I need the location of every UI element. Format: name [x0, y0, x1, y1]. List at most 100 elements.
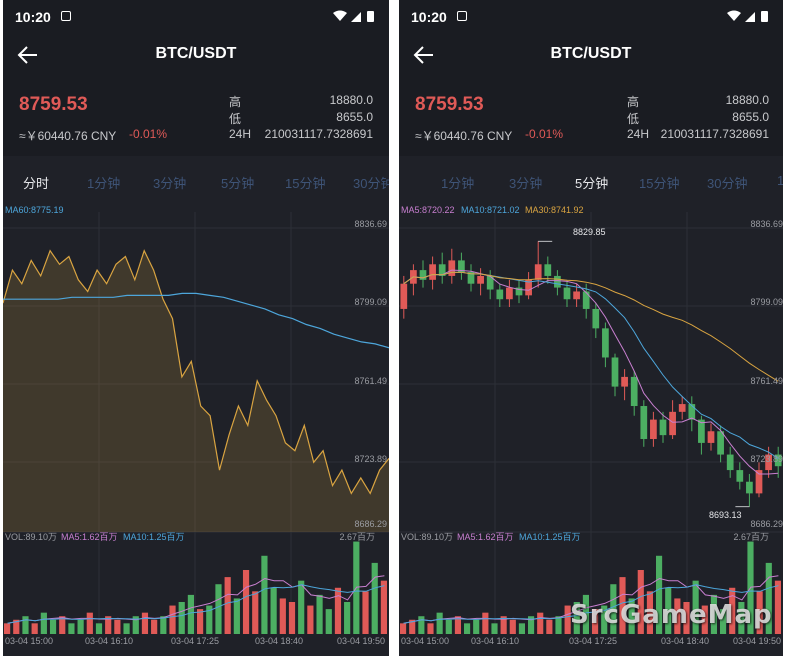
- x-date-label: 03-04 17:25: [569, 636, 618, 646]
- volume-bar: [473, 619, 480, 634]
- volume-bar: [582, 594, 589, 634]
- vol-ma10-line: [403, 584, 779, 624]
- vol-max-label: 2.67百万: [733, 532, 769, 542]
- high-price-marker: 8829.85: [573, 227, 606, 237]
- page-title: BTC/USDT: [155, 45, 237, 62]
- y-tick-label: 8799.09: [750, 297, 783, 307]
- tab-5min[interactable]: 5分钟: [575, 176, 609, 191]
- price-chart-left[interactable]: [3, 202, 389, 656]
- y-tick-label: 8836.69: [354, 219, 387, 229]
- tab-3min[interactable]: 3分钟: [509, 176, 543, 191]
- y-tick-label: 8723.89: [354, 454, 387, 464]
- phone-screen-left: 10:20 BTC/USDT 8759.53 ≈￥60440.76 CNY -0…: [3, 0, 389, 656]
- volume-bar: [344, 602, 351, 634]
- candle-body: [525, 279, 532, 296]
- y-tick-label: 8799.09: [354, 297, 387, 307]
- volume-bar: [464, 623, 471, 634]
- volume-bar: [619, 577, 626, 634]
- watermark-logo: SrcGameMap: [570, 600, 773, 630]
- volume-bar: [573, 602, 580, 634]
- volume-bar: [665, 587, 672, 634]
- candle-body: [419, 270, 427, 280]
- vol-ma10-legend: MA10:1.25百万: [123, 532, 185, 542]
- candle-body: [746, 481, 753, 494]
- candle-body: [544, 264, 552, 276]
- tab-15min[interactable]: 15分钟: [285, 176, 326, 191]
- volume-bar: [160, 616, 167, 634]
- volume-bar: [362, 591, 369, 634]
- price-line: [3, 249, 389, 495]
- volume-bar: [454, 616, 461, 634]
- y-tick-label: 8761.49: [750, 376, 783, 386]
- tab-1min[interactable]: 1分钟: [441, 176, 475, 191]
- back-arrow-icon[interactable]: [17, 44, 39, 66]
- vol-max-label: 2.67百万: [339, 532, 375, 542]
- volume-bar: [692, 580, 699, 634]
- x-date-label: 03-04 16:10: [471, 636, 520, 646]
- volume-bar: [555, 616, 562, 634]
- candle-body: [458, 260, 465, 273]
- volume-bar: [371, 562, 378, 634]
- volume-bar: [252, 591, 259, 634]
- status-time: 10:20: [411, 9, 447, 25]
- y-tick-label: 8761.49: [354, 376, 387, 386]
- volume-bar: [13, 619, 20, 634]
- candlestick-chart-right[interactable]: [399, 202, 783, 656]
- low-value: 8655.0: [336, 110, 373, 124]
- high-value: 18880.0: [725, 93, 769, 107]
- x-date-label: 03-04 19:50: [337, 636, 386, 646]
- candle-body: [678, 404, 686, 412]
- y-tick-label: 8836.69: [750, 219, 783, 229]
- volume-bar: [169, 605, 176, 634]
- vol24-label: 24H: [627, 127, 650, 141]
- back-arrow-icon[interactable]: [413, 44, 435, 66]
- volume-bar: [756, 591, 763, 634]
- volume-bar: [86, 612, 93, 634]
- candle-body: [438, 264, 446, 276]
- notification-icon: [457, 11, 467, 21]
- tab-timeshare[interactable]: 分时: [23, 176, 50, 191]
- vol-legend: VOL:89.10万: [401, 532, 454, 542]
- volume-bar: [701, 605, 708, 634]
- x-date-label: 03-04 17:25: [171, 636, 220, 646]
- x-date-label: 03-04 18:40: [255, 636, 304, 646]
- tab-30min[interactable]: 30分钟: [707, 176, 748, 191]
- candle-body: [515, 287, 523, 296]
- tab-3min[interactable]: 3分钟: [153, 176, 187, 191]
- volume-bar: [400, 623, 407, 634]
- status-bar: 10:20: [399, 0, 783, 32]
- tab-more[interactable]: 1: [777, 173, 783, 188]
- vol24-value: 210031117.7328691: [264, 127, 373, 141]
- volume-bar: [656, 555, 663, 634]
- tab-30min[interactable]: 30分钟: [353, 176, 389, 191]
- volume-bar: [637, 570, 644, 634]
- volume-bar: [224, 577, 231, 634]
- candle-body: [698, 419, 705, 443]
- volume-bar: [141, 612, 149, 634]
- candle-body: [630, 376, 638, 407]
- app-header: BTC/USDT: [3, 32, 389, 78]
- volume-bar: [564, 605, 571, 634]
- volume-bar: [77, 619, 84, 634]
- volume-bar: [720, 609, 727, 634]
- tab-15min[interactable]: 15分钟: [639, 176, 680, 191]
- volume-bar: [233, 598, 240, 634]
- vol-ma10-line: [7, 584, 385, 624]
- tab-1min[interactable]: 1分钟: [87, 176, 121, 191]
- status-time: 10:20: [15, 9, 51, 25]
- vol24-label: 24H: [229, 127, 252, 141]
- volume-bar: [509, 619, 516, 634]
- candle-body: [726, 454, 734, 471]
- volume-bar: [738, 602, 745, 634]
- high-label: 高: [627, 95, 640, 109]
- volume-bar: [307, 605, 314, 634]
- vol-ma10-legend: MA10:1.25百万: [519, 532, 581, 542]
- volume-bar: [409, 619, 416, 634]
- volume-bar: [482, 612, 489, 634]
- tab-5min[interactable]: 5分钟: [221, 176, 255, 191]
- vol-ma5-legend: MA5:1.62百万: [61, 532, 118, 542]
- candle-body: [592, 308, 600, 329]
- high-value: 18880.0: [329, 93, 373, 107]
- candle-body: [669, 411, 676, 436]
- volume-bar: [628, 598, 635, 634]
